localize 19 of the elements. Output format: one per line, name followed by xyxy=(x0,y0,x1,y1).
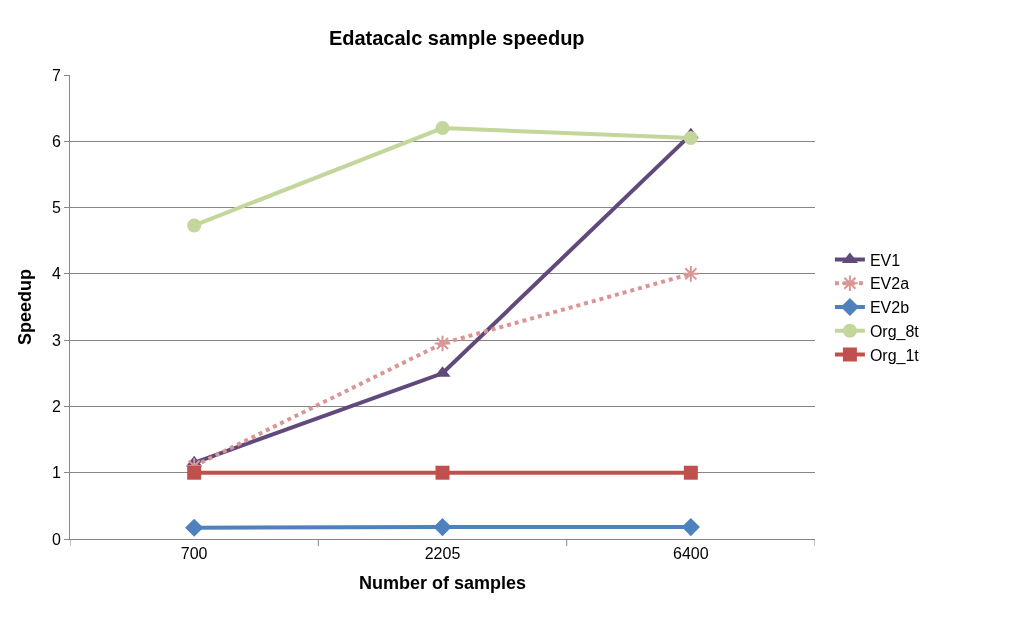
legend-label: EV2a xyxy=(869,275,910,293)
legend-label: EV2b xyxy=(869,299,910,317)
x-tick-label: 700 xyxy=(180,545,208,563)
x-tick-label: 2205 xyxy=(424,545,461,563)
legend-label: Org_1t xyxy=(869,346,920,365)
y-tick-label: 4 xyxy=(51,265,61,283)
y-tick-label: 2 xyxy=(51,398,61,416)
x-axis-title: Number of samples xyxy=(358,573,527,594)
x-tick-label: 6400 xyxy=(673,545,709,563)
y-tick-label: 5 xyxy=(51,199,61,217)
y-tick-label: 0 xyxy=(51,530,61,548)
y-tick-label: 6 xyxy=(51,132,61,150)
chart-title: Edatacalc sample speedup xyxy=(328,27,585,50)
y-tick-label: 7 xyxy=(51,66,61,84)
y-tick-label: 3 xyxy=(51,331,61,349)
y-axis-title: Speedup xyxy=(15,268,36,346)
y-tick-label: 1 xyxy=(51,464,61,482)
legend-label: Org_8t xyxy=(869,323,920,342)
legend-label: EV1 xyxy=(869,251,901,269)
